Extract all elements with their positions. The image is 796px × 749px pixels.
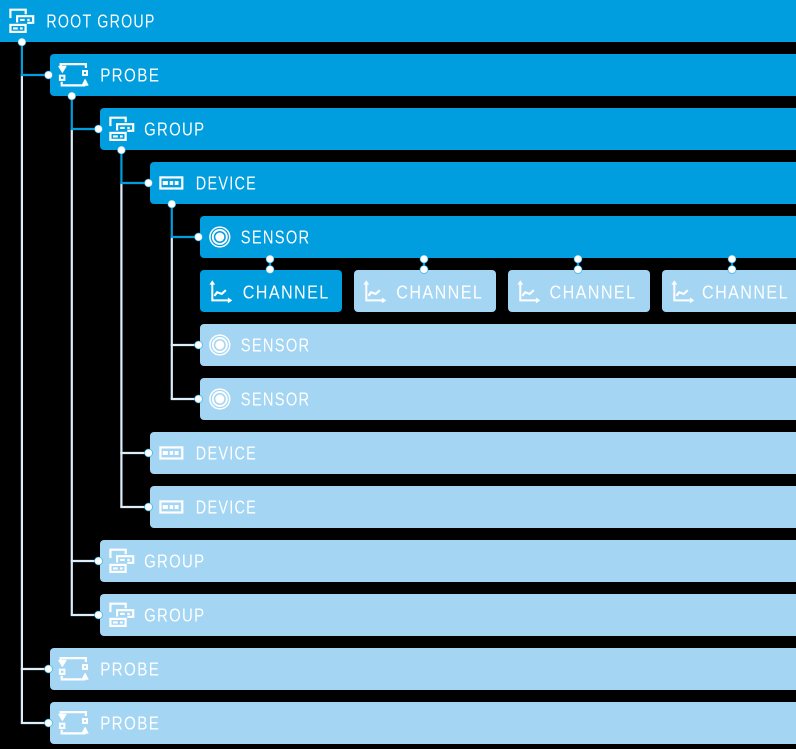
svg-text:GROUP: GROUP	[144, 551, 205, 572]
svg-text:GROUP: GROUP	[144, 605, 205, 626]
svg-text:CHANNEL: CHANNEL	[243, 281, 330, 302]
svg-text:PROBE: PROBE	[100, 659, 160, 680]
svg-text:CHANNEL: CHANNEL	[550, 281, 637, 302]
svg-text:ROOT GROUP: ROOT GROUP	[46, 11, 155, 32]
svg-text:SENSOR: SENSOR	[241, 389, 311, 410]
svg-text:GROUP: GROUP	[144, 119, 205, 140]
svg-text:PROBE: PROBE	[100, 713, 160, 734]
svg-text:DEVICE: DEVICE	[196, 173, 257, 194]
svg-text:DEVICE: DEVICE	[196, 497, 257, 518]
svg-text:PROBE: PROBE	[100, 65, 160, 86]
svg-text:DEVICE: DEVICE	[196, 443, 257, 464]
svg-text:SENSOR: SENSOR	[241, 335, 311, 356]
svg-text:CHANNEL: CHANNEL	[702, 281, 789, 302]
svg-text:CHANNEL: CHANNEL	[396, 281, 483, 302]
svg-text:SENSOR: SENSOR	[241, 227, 311, 248]
